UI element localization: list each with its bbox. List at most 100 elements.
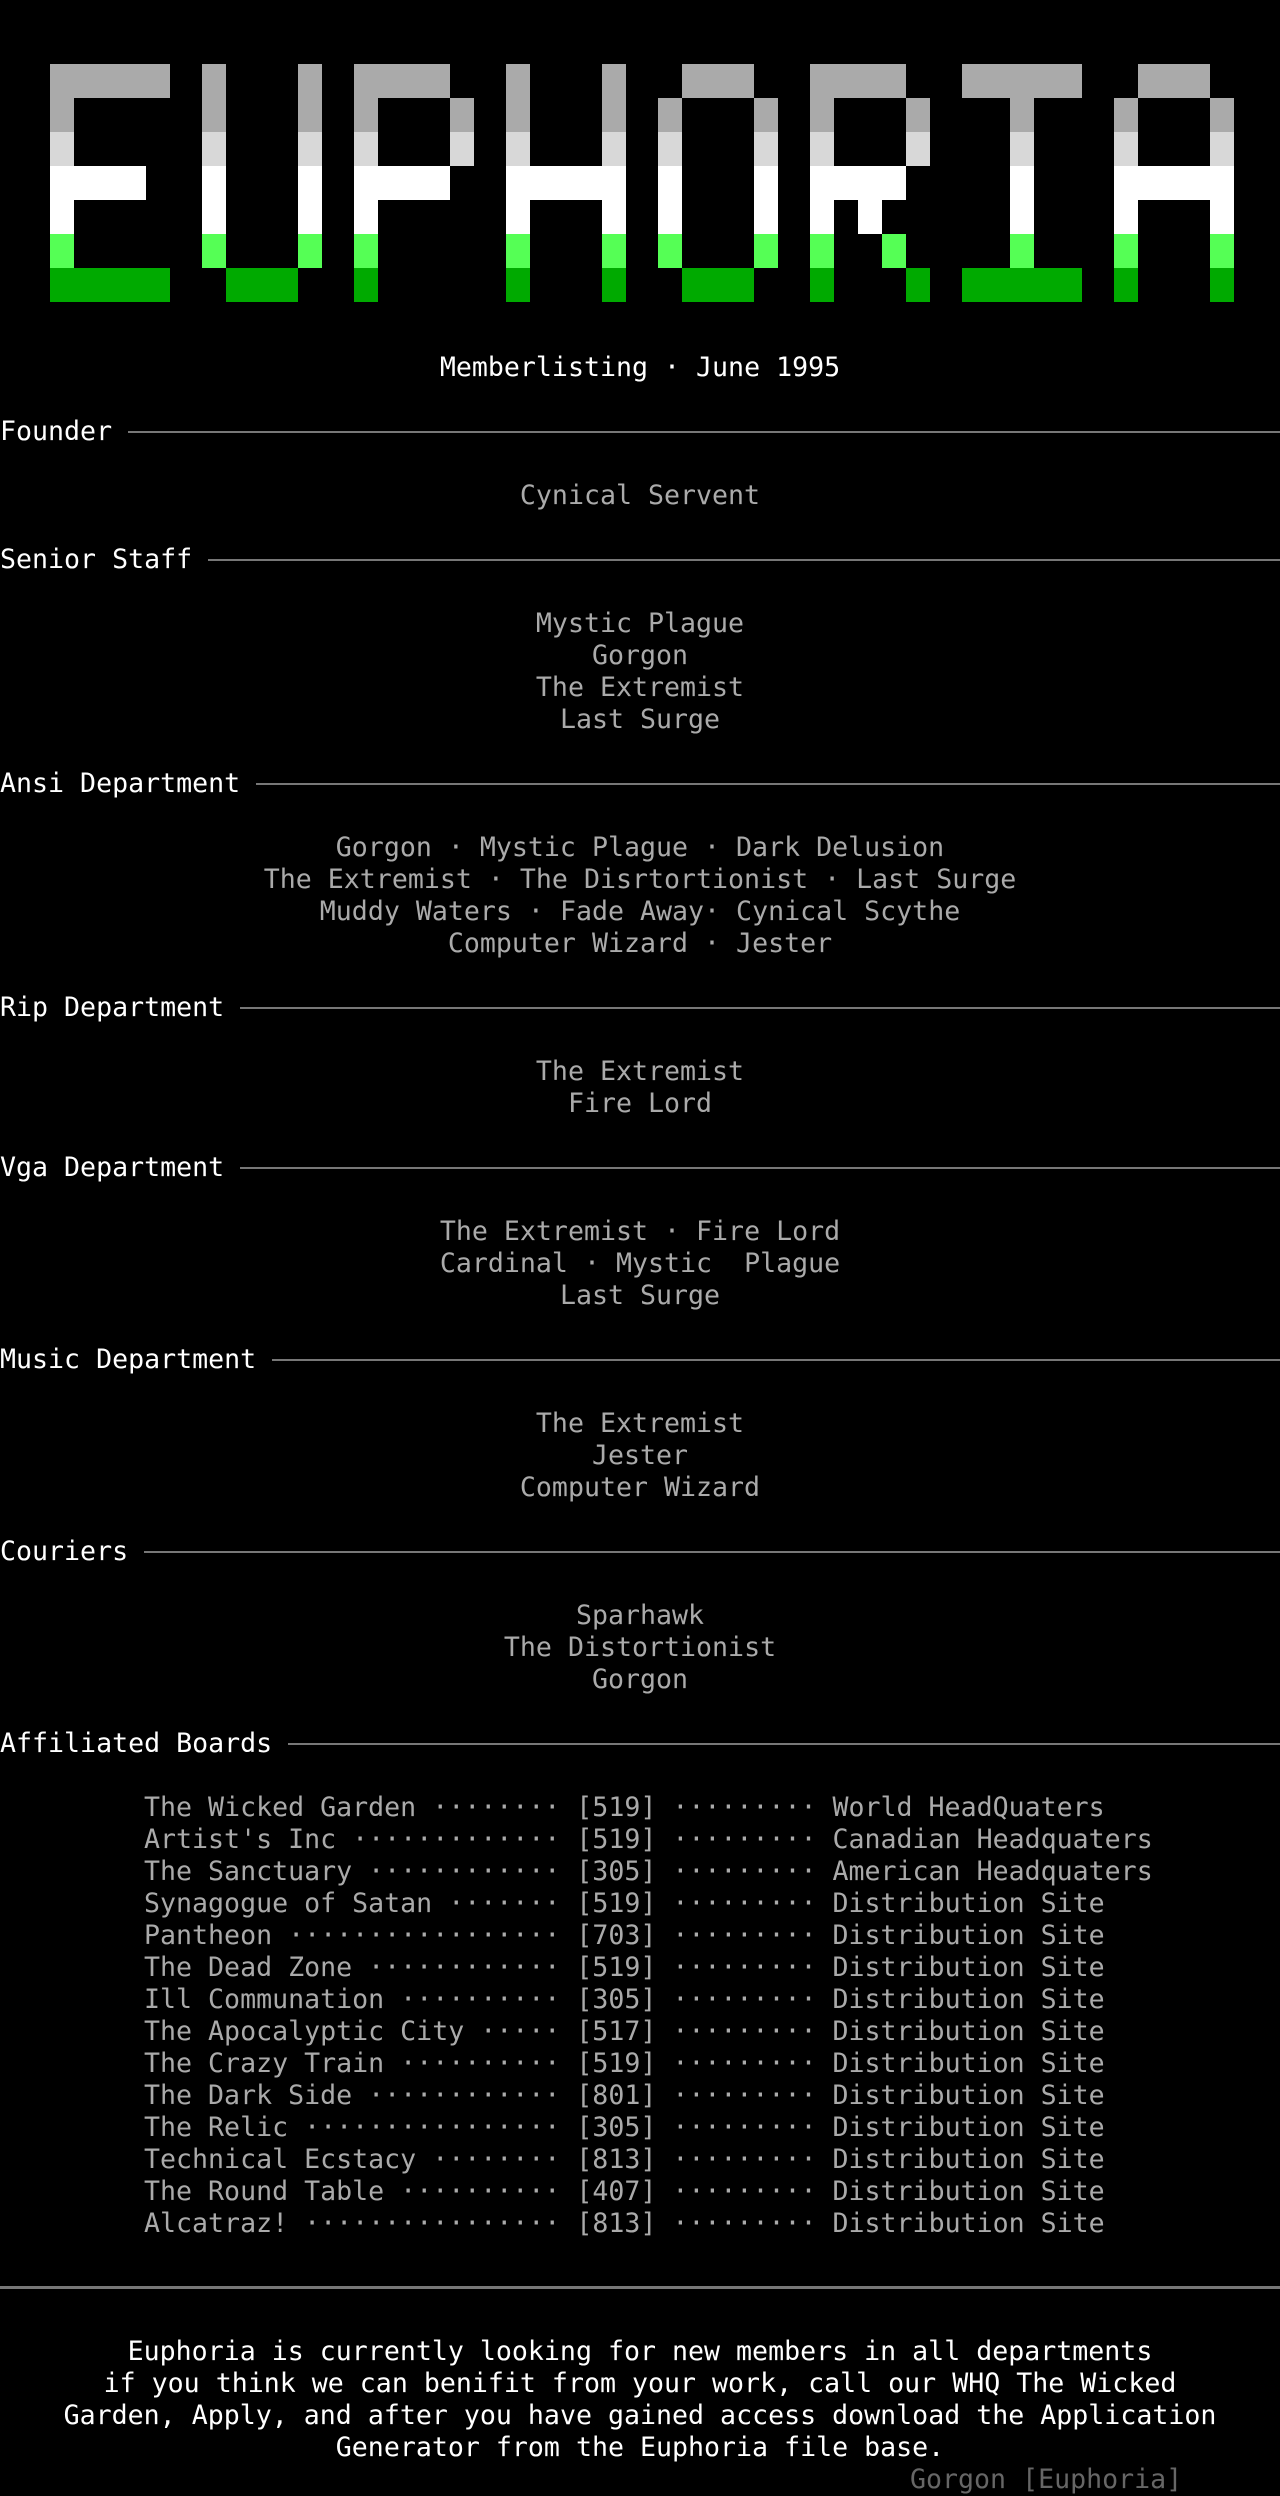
logo-pixel bbox=[1162, 64, 1186, 98]
dot-leader: ········· bbox=[656, 2144, 833, 2175]
board-area-code: [801] bbox=[576, 2080, 657, 2111]
logo-pixel bbox=[354, 234, 378, 268]
logo-pixel bbox=[50, 64, 74, 98]
logo-pixel bbox=[354, 200, 378, 234]
dot-leader: ············ bbox=[352, 1952, 577, 1983]
member-line: The Extremist bbox=[535, 672, 745, 703]
dot-leader: ················ bbox=[288, 2208, 577, 2239]
board-role: Distribution Site bbox=[832, 1984, 1105, 2015]
logo-pixel bbox=[1186, 166, 1210, 200]
logo-pixel bbox=[810, 234, 834, 268]
logo-pixel bbox=[810, 132, 834, 166]
logo-pixel bbox=[1210, 268, 1234, 302]
board-row: Technical Ecstacy ········ [813] ·······… bbox=[144, 2144, 1280, 2176]
board-row: The Relic ················ [305] ·······… bbox=[144, 2112, 1280, 2144]
board-role: Distribution Site bbox=[832, 2112, 1105, 2143]
section-header: Ansi Department bbox=[0, 768, 1280, 800]
board-role: Distribution Site bbox=[832, 1920, 1105, 1951]
member-line: The Extremist bbox=[535, 1408, 745, 1439]
logo-pixel bbox=[1010, 200, 1034, 234]
board-row: The Crazy Train ·········· [519] ·······… bbox=[144, 2048, 1280, 2080]
board-area-code: [519] bbox=[576, 1952, 657, 1983]
dot-leader: ········· bbox=[656, 1984, 833, 2015]
logo-pixel bbox=[226, 268, 250, 302]
logo-pixel bbox=[602, 98, 626, 132]
logo-pixel bbox=[730, 64, 754, 98]
member-line: Gorgon · Mystic Plague · Dark Delusion bbox=[335, 832, 945, 863]
board-name: The Crazy Train bbox=[144, 2048, 385, 2079]
logo-pixel bbox=[50, 132, 74, 166]
logo-pixel bbox=[354, 98, 378, 132]
logo-pixel bbox=[1210, 234, 1234, 268]
logo-pixel bbox=[658, 200, 682, 234]
logo-pixel bbox=[202, 166, 226, 200]
board-area-code: [305] bbox=[576, 1856, 657, 1887]
logo-pixel bbox=[554, 166, 578, 200]
logo-pixel bbox=[202, 98, 226, 132]
logo-pixel bbox=[834, 166, 858, 200]
board-row: Ill Communation ·········· [305] ·······… bbox=[144, 1984, 1280, 2016]
section-header: Music Department bbox=[0, 1344, 1280, 1376]
dot-leader: ········· bbox=[656, 2080, 833, 2111]
logo-pixel bbox=[1010, 268, 1034, 302]
board-role: Distribution Site bbox=[832, 2016, 1105, 2047]
euphoria-logo bbox=[50, 64, 1234, 302]
dot-leader: ········· bbox=[656, 1888, 833, 1919]
member-line: Sparhawk bbox=[575, 1600, 705, 1631]
member-line: The Distortionist bbox=[503, 1632, 777, 1663]
logo-pixel bbox=[450, 98, 474, 132]
board-name: The Round Table bbox=[144, 2176, 385, 2207]
section-header: Vga Department bbox=[0, 1152, 1280, 1184]
logo-pixel bbox=[602, 166, 626, 200]
board-name: Artist's Inc bbox=[144, 1824, 337, 1855]
board-name: Synagogue of Satan bbox=[144, 1888, 433, 1919]
section-header: Affiliated Boards bbox=[0, 1728, 1280, 1760]
board-role: Distribution Site bbox=[832, 2144, 1105, 2175]
board-role: Distribution Site bbox=[832, 1888, 1105, 1919]
footer-line: Euphoria is currently looking for new me… bbox=[127, 2336, 1153, 2367]
board-area-code: [305] bbox=[576, 1984, 657, 2015]
logo-pixel bbox=[50, 166, 74, 200]
board-name: Technical Ecstacy bbox=[144, 2144, 417, 2175]
member-line: Muddy Waters · Fade Away· Cynical Scythe bbox=[319, 896, 961, 927]
logo-pixel bbox=[602, 64, 626, 98]
logo-pixel bbox=[1010, 166, 1034, 200]
section-rule bbox=[240, 1007, 1280, 1009]
logo-pixel bbox=[962, 268, 986, 302]
logo-pixel bbox=[906, 132, 930, 166]
logo-pixel bbox=[658, 166, 682, 200]
board-name: The Dead Zone bbox=[144, 1952, 353, 1983]
logo-pixel bbox=[50, 234, 74, 268]
logo-pixel bbox=[1034, 268, 1058, 302]
board-row: Pantheon ················· [703] ·······… bbox=[144, 1920, 1280, 1952]
dot-leader: ············ bbox=[352, 2080, 577, 2111]
logo-pixel bbox=[882, 64, 906, 98]
logo-pixel bbox=[834, 64, 858, 98]
board-row: Artist's Inc ············· [519] ·······… bbox=[144, 1824, 1280, 1856]
board-name: The Dark Side bbox=[144, 2080, 353, 2111]
logo-pixel bbox=[298, 200, 322, 234]
board-name: The Relic bbox=[144, 2112, 289, 2143]
section-header: Couriers bbox=[0, 1536, 1280, 1568]
member-line: Mystic Plague bbox=[535, 608, 745, 639]
dot-leader: ·········· bbox=[384, 1984, 577, 2015]
board-role: Distribution Site bbox=[832, 2080, 1105, 2111]
logo-pixel bbox=[202, 64, 226, 98]
logo-pixel bbox=[202, 200, 226, 234]
logo-pixel bbox=[274, 268, 298, 302]
logo-pixel bbox=[706, 268, 730, 302]
dot-leader: ····· bbox=[464, 2016, 577, 2047]
logo-pixel bbox=[754, 200, 778, 234]
board-area-code: [519] bbox=[576, 1824, 657, 1855]
member-line: Cardinal · Mystic Plague bbox=[439, 1248, 841, 1279]
logo-pixel bbox=[1186, 64, 1210, 98]
member-line: Jester bbox=[591, 1440, 689, 1471]
footer-line: if you think we can benifit from your wo… bbox=[103, 2368, 1177, 2399]
logo-pixel bbox=[578, 166, 602, 200]
logo-pixel bbox=[506, 200, 530, 234]
logo-pixel bbox=[754, 132, 778, 166]
logo-pixel bbox=[146, 268, 170, 302]
board-row: The Sanctuary ············ [305] ·······… bbox=[144, 1856, 1280, 1888]
board-role: Canadian Headquaters bbox=[832, 1824, 1153, 1855]
logo-pixel bbox=[1034, 64, 1058, 98]
